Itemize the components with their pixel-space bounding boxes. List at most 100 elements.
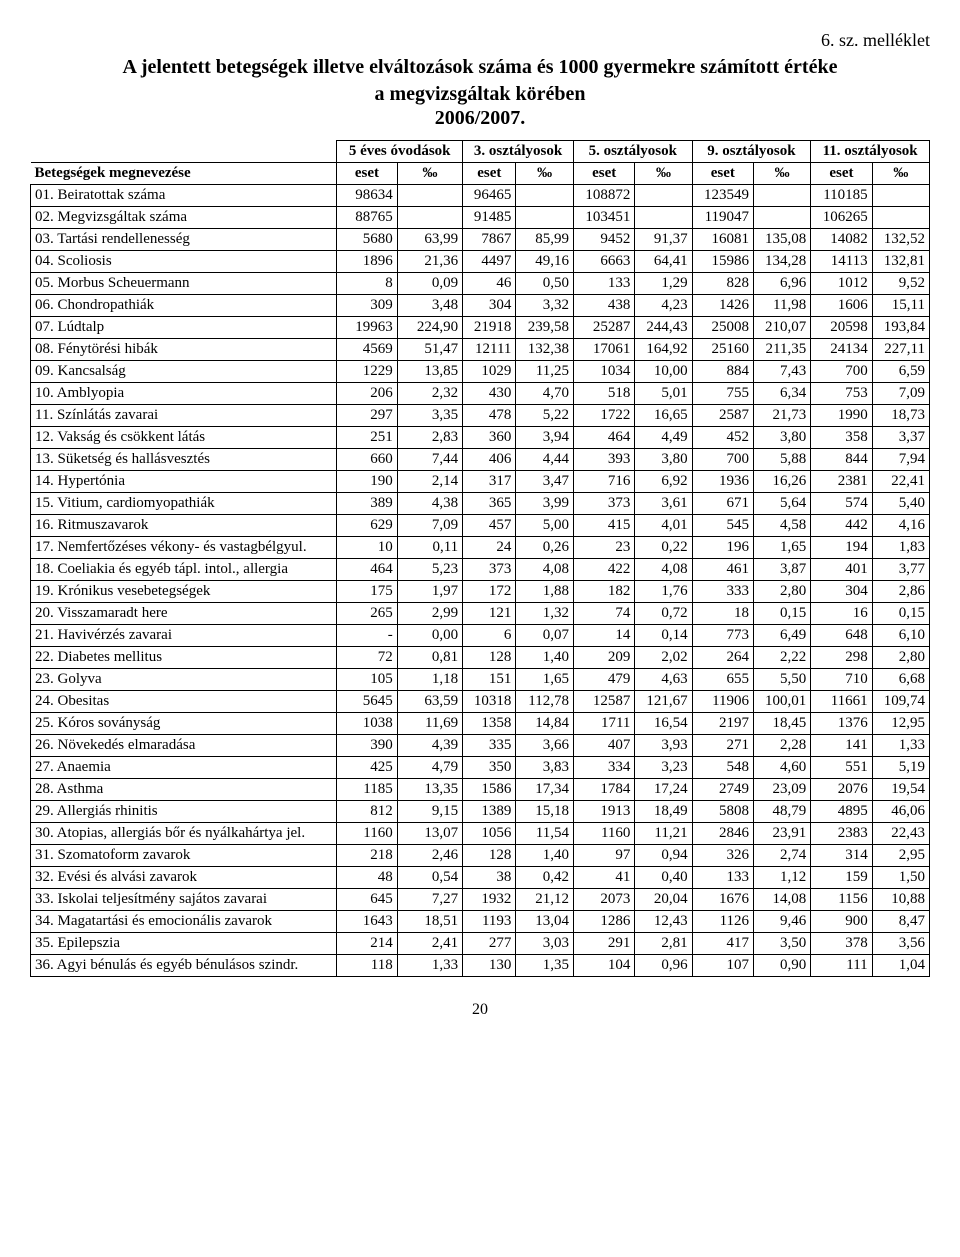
cell: 13,07 [397,823,462,845]
sub-eset-4: eset [811,163,872,185]
cell: 5,01 [635,383,692,405]
row-label: 25. Kóros soványság [31,713,337,735]
cell: 4,01 [635,515,692,537]
cell: 38 [463,867,516,889]
cell: 11,69 [397,713,462,735]
cell: 1160 [337,823,398,845]
cell: 304 [463,295,516,317]
cell: 132,52 [872,229,929,251]
cell: 900 [811,911,872,933]
label-header: Betegségek megnevezése [31,163,337,185]
cell: 2076 [811,779,872,801]
cell: 182 [573,581,634,603]
table-row: 26. Növekedés elmaradása3904,393353,6640… [31,735,930,757]
cell: 4,08 [635,559,692,581]
cell: 2,95 [872,845,929,867]
cell: 7,44 [397,449,462,471]
cell: 3,61 [635,493,692,515]
cell: 648 [811,625,872,647]
cell [872,185,929,207]
table-row: 08. Fénytörési hibák456951,4712111132,38… [31,339,930,361]
cell: 828 [692,273,753,295]
cell: 11,21 [635,823,692,845]
cell: 96465 [463,185,516,207]
cell: 265 [337,603,398,625]
table-row: 15. Vitium, cardiomyopathiák3894,383653,… [31,493,930,515]
cell: 425 [337,757,398,779]
cell: 172 [463,581,516,603]
cell: 2,80 [872,647,929,669]
cell: 0,96 [635,955,692,977]
cell: 16,26 [754,471,811,493]
cell: 2073 [573,889,634,911]
cell: 141 [811,735,872,757]
cell: 0,15 [872,603,929,625]
cell: 0,07 [516,625,574,647]
cell: 3,77 [872,559,929,581]
cell: 109,74 [872,691,929,713]
cell: 3,83 [516,757,574,779]
table-row: 22. Diabetes mellitus720,811281,402092,0… [31,647,930,669]
cell: 4,63 [635,669,692,691]
cell: 464 [573,427,634,449]
cell: 23 [573,537,634,559]
cell: 0,22 [635,537,692,559]
row-label: 02. Megvizsgáltak száma [31,207,337,229]
cell: 4497 [463,251,516,273]
sub-permil-3: ‰ [754,163,811,185]
cell: 2,32 [397,383,462,405]
cell [754,185,811,207]
cell: 1,88 [516,581,574,603]
cell: 15,11 [872,295,929,317]
cell: 4569 [337,339,398,361]
row-label: 06. Chondropathiák [31,295,337,317]
cell: 700 [692,449,753,471]
cell [635,185,692,207]
table-row: 04. Scoliosis189621,36449749,16666364,41… [31,251,930,273]
cell: 108872 [573,185,634,207]
cell: 365 [463,493,516,515]
cell: 13,85 [397,361,462,383]
cell: 551 [811,757,872,779]
cell: 8 [337,273,398,295]
cell: 1913 [573,801,634,823]
header-blank [31,141,337,163]
cell: 5,23 [397,559,462,581]
cell: 700 [811,361,872,383]
cell: 6,68 [872,669,929,691]
cell: 5,00 [516,515,574,537]
cell: 17,24 [635,779,692,801]
cell: 91,37 [635,229,692,251]
cell: 0,40 [635,867,692,889]
cell: 0,14 [635,625,692,647]
cell: 1012 [811,273,872,295]
cell: 6 [463,625,516,647]
cell: 1034 [573,361,634,383]
cell: 1358 [463,713,516,735]
cell: 2,81 [635,933,692,955]
cell: 1,33 [872,735,929,757]
row-label: 10. Amblyopia [31,383,337,405]
cell: 2,83 [397,427,462,449]
row-label: 32. Evési és alvási zavarok [31,867,337,889]
cell: 0,26 [516,537,574,559]
cell: 11,54 [516,823,574,845]
cell: 298 [811,647,872,669]
cell: 629 [337,515,398,537]
row-label: 36. Agyi bénulás és egyéb bénulásos szin… [31,955,337,977]
cell: 106265 [811,207,872,229]
cell: 88765 [337,207,398,229]
cell: 2197 [692,713,753,735]
cell: 645 [337,889,398,911]
cell: 14,08 [754,889,811,911]
cell: 1160 [573,823,634,845]
cell: 1,29 [635,273,692,295]
row-label: 03. Tartási rendellenesség [31,229,337,251]
row-label: 30. Atopias, allergiás bőr és nyálkahárt… [31,823,337,845]
row-label: 12. Vakság és csökkent látás [31,427,337,449]
cell: 2,22 [754,647,811,669]
cell: 159 [811,867,872,889]
cell: 1936 [692,471,753,493]
row-label: 26. Növekedés elmaradása [31,735,337,757]
cell: 0,94 [635,845,692,867]
